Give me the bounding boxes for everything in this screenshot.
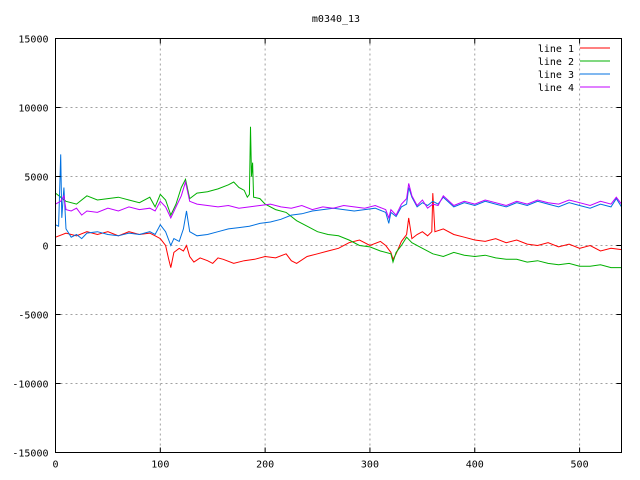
series-line-3	[55, 154, 622, 247]
x-tick-label: 500	[571, 460, 589, 471]
y-tick-label: 15000	[18, 35, 48, 46]
legend-label-2: line 2	[538, 57, 574, 68]
y-tick-label: -10000	[12, 380, 48, 391]
x-tick-label: 300	[361, 460, 379, 471]
y-tick-label: 5000	[24, 173, 48, 184]
series-group	[55, 126, 622, 269]
x-tick-label: 100	[151, 460, 169, 471]
x-tick-label: 0	[52, 460, 58, 471]
legend-label-4: line 4	[538, 83, 574, 94]
series-line-2	[55, 126, 622, 269]
series-line-1	[55, 193, 622, 268]
y-tick-label: -15000	[12, 449, 48, 460]
series-line-4	[55, 180, 622, 220]
x-axis: 0 100 200 300 400 500	[52, 38, 589, 471]
y-tick-label: 10000	[18, 104, 48, 115]
y-axis: -15000 -10000 -5000 0 5000 10000 15000	[12, 35, 622, 460]
chart-title: m0340_13	[312, 14, 360, 25]
grid	[55, 38, 622, 453]
legend-label-3: line 3	[538, 70, 574, 81]
y-tick-label: -5000	[18, 311, 48, 322]
x-tick-label: 200	[256, 460, 274, 471]
legend-label-1: line 1	[538, 44, 574, 55]
y-tick-label: 0	[42, 242, 48, 253]
x-tick-label: 400	[466, 460, 484, 471]
legend: line 1 line 2 line 3 line 4	[538, 44, 610, 94]
